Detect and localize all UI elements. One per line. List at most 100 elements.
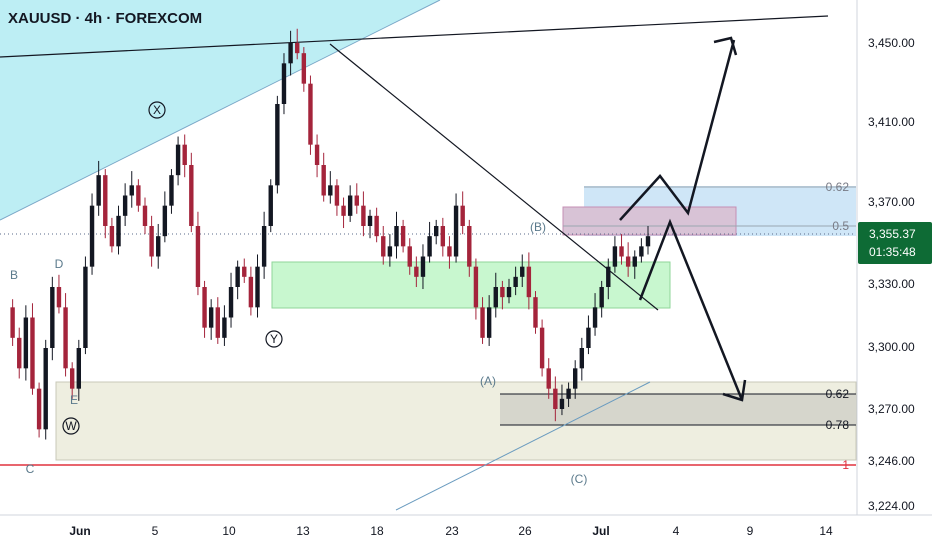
x-tick-label: 26 — [518, 524, 532, 538]
candle-body — [434, 226, 439, 237]
candle-body — [149, 226, 154, 257]
current-price-countdown: 01:35:48 — [869, 245, 916, 259]
symbol-title: XAUUSD · 4h · FOREXCOM — [8, 10, 203, 27]
candle-body — [533, 297, 538, 328]
candle-body — [381, 236, 386, 257]
fib-label-1: 1 — [842, 458, 849, 472]
candle-body — [162, 205, 168, 237]
wave-label-c-paren: (C) — [571, 472, 588, 486]
wave-label-b: B — [10, 268, 18, 282]
candle-body — [202, 287, 207, 328]
candle-body — [367, 215, 373, 226]
candle-body — [447, 246, 452, 257]
y-tick-label: 3,300.00 — [868, 340, 915, 354]
channel-upper-line — [0, 0, 441, 221]
x-tick-label: 9 — [747, 524, 754, 538]
candle-body — [414, 266, 419, 277]
candle-body — [56, 287, 62, 308]
pink-zone — [562, 206, 737, 236]
wave-label-x: X — [153, 103, 161, 117]
candle-body — [361, 205, 366, 226]
y-tick-label: 3,246.00 — [868, 454, 915, 468]
candle-body — [17, 337, 22, 369]
y-tick-label: 3,450.00 — [868, 36, 915, 50]
wave-label-w: W — [65, 419, 77, 433]
candle-body — [407, 246, 412, 267]
candle-body — [559, 398, 565, 409]
candle-body — [308, 83, 313, 145]
x-tick-label: Jul — [592, 524, 609, 538]
candle-body — [242, 266, 247, 277]
candle-body — [136, 185, 141, 206]
x-tick-label: 14 — [819, 524, 833, 538]
candle-body — [546, 368, 551, 389]
y-tick-label: 3,410.00 — [868, 115, 915, 129]
current-price-badge — [858, 222, 932, 264]
projection-up-path — [619, 39, 736, 221]
candle-body — [122, 195, 128, 216]
wave-label-y: Y — [270, 332, 278, 346]
candles — [10, 28, 651, 440]
candle-body — [506, 287, 512, 298]
wave-label-d: D — [55, 257, 64, 271]
candle-body — [109, 226, 115, 247]
candle-body — [281, 63, 287, 104]
candle-body — [76, 348, 82, 389]
x-tick-label: 18 — [370, 524, 384, 538]
fib-label-lower-062: 0.62 — [826, 387, 850, 401]
candle-body — [599, 287, 604, 308]
fib-label-upper-05: 0.5 — [832, 219, 849, 233]
candle-body — [453, 205, 459, 257]
x-tick-label: 5 — [152, 524, 159, 538]
projection-down-path — [638, 218, 744, 401]
candle-body — [467, 226, 472, 267]
wave-label-a-paren: (A) — [480, 374, 496, 388]
candle-body — [645, 236, 651, 247]
candle-body — [374, 215, 379, 237]
candle-body — [632, 256, 637, 267]
candle-body — [473, 266, 479, 308]
candle-body — [579, 348, 585, 369]
candle-body — [228, 287, 234, 318]
candle-body — [248, 276, 254, 308]
candle-body — [493, 287, 498, 308]
wave-label-c: C — [26, 462, 35, 476]
descending-trendline — [329, 43, 659, 311]
candle-body — [566, 388, 571, 399]
candle-body — [341, 205, 346, 216]
projection-down-arrowhead — [722, 379, 747, 402]
candle-body — [255, 266, 260, 308]
candle-body — [275, 104, 280, 186]
candle-body — [606, 266, 611, 287]
candle-body — [500, 287, 505, 298]
x-tick-label: 4 — [673, 524, 680, 538]
candle-body — [328, 185, 333, 196]
candle-body — [189, 165, 194, 226]
candle-body — [526, 266, 532, 298]
candle-body — [347, 195, 353, 216]
current-price-value: 3,355.37 — [869, 227, 916, 241]
candle-body — [387, 246, 393, 257]
candle-body — [50, 287, 55, 348]
candle-body — [301, 53, 307, 84]
candle-body — [103, 175, 108, 226]
candle-body — [261, 226, 267, 267]
candle-body — [63, 307, 68, 369]
candle-body — [539, 327, 545, 369]
wave-label-b-paren: (B) — [530, 220, 546, 234]
x-tick-label: 10 — [222, 524, 236, 538]
candle-body — [440, 226, 446, 247]
candle-body — [43, 348, 48, 430]
candle-body — [215, 307, 220, 338]
candle-body — [116, 215, 121, 247]
candle-body — [69, 368, 75, 389]
candle-body — [480, 307, 485, 338]
candle-body — [182, 144, 187, 165]
candle-body — [639, 246, 644, 257]
candle-body — [420, 256, 426, 277]
wave-label-e: E — [70, 393, 78, 407]
top-resistance-line — [0, 15, 829, 58]
candle-body — [592, 307, 598, 328]
x-tick-label: 23 — [445, 524, 459, 538]
